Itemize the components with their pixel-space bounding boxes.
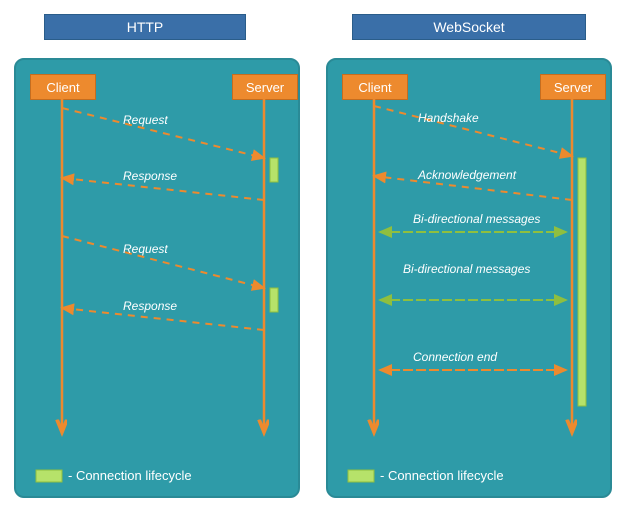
ws-msg-label: Connection end <box>413 350 497 364</box>
client-http: Client <box>30 74 96 100</box>
ws-bidir-label: Bi-directional messages <box>403 262 530 276</box>
legend-label: - Connection lifecycle <box>380 468 504 483</box>
server-http: Server <box>232 74 298 100</box>
client-ws: Client <box>342 74 408 100</box>
legend-label: - Connection lifecycle <box>68 468 192 483</box>
ws-msg-label: Acknowledgement <box>418 168 516 182</box>
http-header: HTTP <box>44 14 246 40</box>
ws-msg-label: Bi-directional messages <box>413 212 540 226</box>
http-msg-label: Response <box>123 169 177 183</box>
diagram-canvas: HTTP WebSocket Client Server Client Server Req… <box>0 0 628 511</box>
http-msg-label: Request <box>123 242 168 256</box>
http-msg-label: Response <box>123 299 177 313</box>
http-msg-label: Request <box>123 113 168 127</box>
server-ws: Server <box>540 74 606 100</box>
ws-msg-label: Handshake <box>418 111 479 125</box>
websocket-header: WebSocket <box>352 14 586 40</box>
